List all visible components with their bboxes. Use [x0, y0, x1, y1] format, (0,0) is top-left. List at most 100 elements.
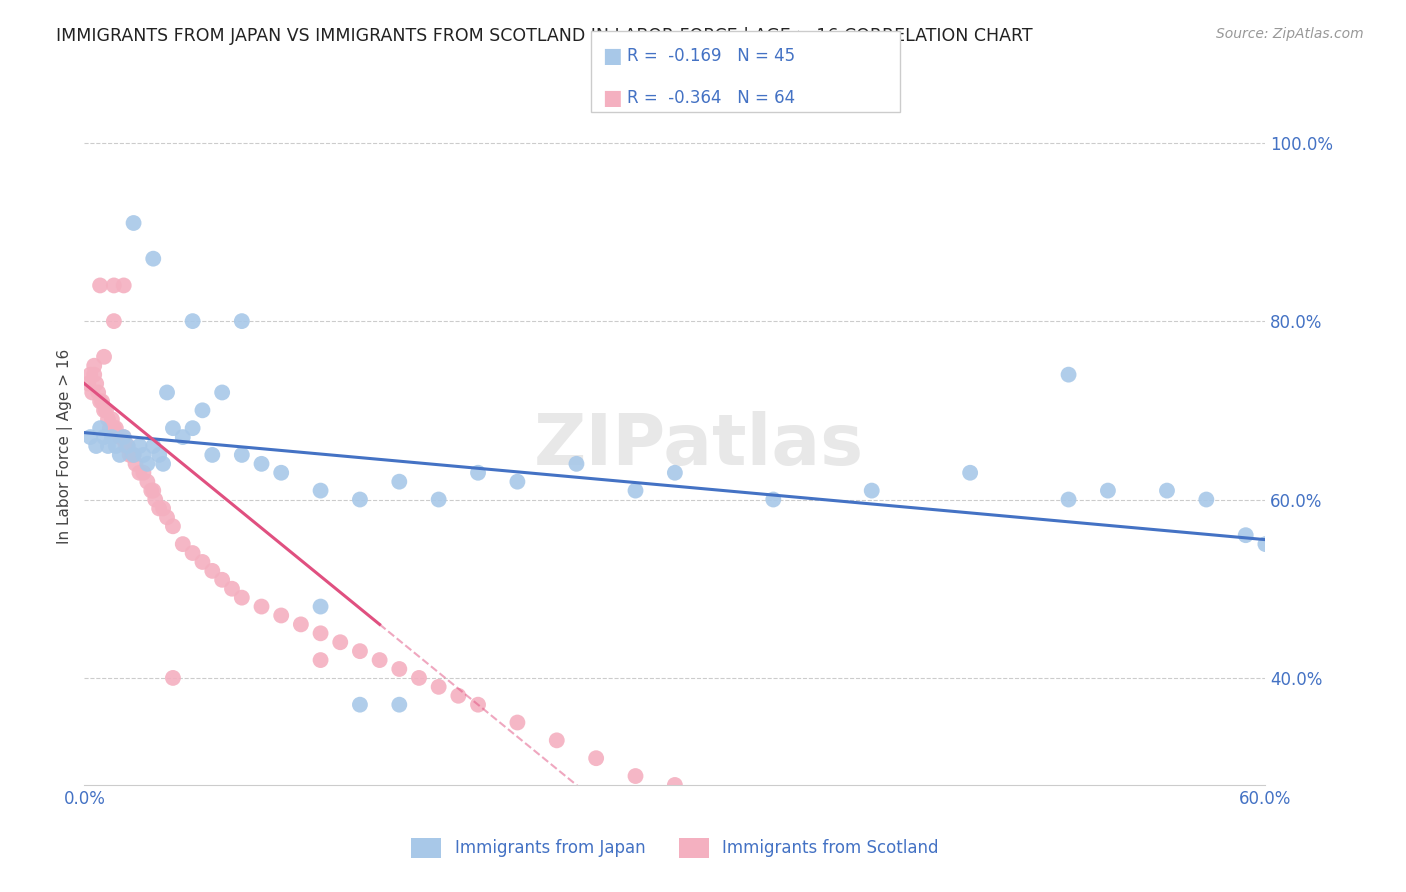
Point [162, 421, 184, 435]
Point [309, 483, 332, 498]
Point [181, 546, 204, 560]
Point [309, 599, 332, 614]
Point [93, 403, 115, 417]
Point [162, 519, 184, 533]
Text: ■: ■ [602, 46, 621, 66]
Point [959, 466, 981, 480]
Point [101, 430, 124, 444]
Point [79, 430, 101, 444]
Point [112, 430, 135, 444]
Point [191, 555, 214, 569]
Point [624, 769, 647, 783]
Point [89, 394, 111, 409]
Point [142, 483, 165, 498]
Point [97, 439, 120, 453]
Point [82, 385, 104, 400]
Point [408, 671, 430, 685]
Text: R =  -0.364   N = 64: R = -0.364 N = 64 [627, 89, 796, 107]
Point [148, 501, 170, 516]
Point [624, 483, 647, 498]
Point [329, 635, 352, 649]
Point [270, 608, 292, 623]
Point [565, 457, 588, 471]
Point [128, 439, 150, 453]
Point [112, 430, 135, 444]
Point [181, 314, 204, 328]
Point [103, 278, 125, 293]
Point [349, 492, 371, 507]
Point [77, 376, 100, 391]
Point [141, 483, 163, 498]
Point [309, 626, 332, 640]
Point [221, 582, 243, 596]
Point [101, 412, 124, 426]
Text: IMMIGRANTS FROM JAPAN VS IMMIGRANTS FROM SCOTLAND IN LABOR FORCE | AGE > 16 CORR: IMMIGRANTS FROM JAPAN VS IMMIGRANTS FROM… [56, 27, 1033, 45]
Point [1234, 528, 1257, 542]
Point [250, 457, 273, 471]
Point [79, 368, 101, 382]
Point [585, 751, 607, 765]
Text: Source: ZipAtlas.com: Source: ZipAtlas.com [1216, 27, 1364, 41]
Point [162, 671, 184, 685]
Point [132, 448, 155, 462]
Point [447, 689, 470, 703]
Point [546, 733, 568, 747]
Point [122, 448, 145, 462]
Point [136, 475, 159, 489]
Point [142, 252, 165, 266]
Point [152, 457, 174, 471]
Point [231, 591, 253, 605]
Point [156, 510, 179, 524]
Text: ■: ■ [602, 88, 621, 108]
Point [87, 385, 110, 400]
Text: R =  -0.169   N = 45: R = -0.169 N = 45 [627, 47, 796, 65]
Point [388, 698, 411, 712]
Point [143, 492, 166, 507]
Point [152, 501, 174, 516]
Point [111, 430, 134, 444]
Point [103, 314, 125, 328]
Point [117, 439, 139, 453]
Point [121, 448, 143, 462]
Point [231, 314, 253, 328]
Point [156, 385, 179, 400]
Point [172, 430, 194, 444]
Legend: Immigrants from Japan, Immigrants from Scotland: Immigrants from Japan, Immigrants from S… [405, 831, 945, 864]
Point [290, 617, 312, 632]
Point [1195, 492, 1218, 507]
Point [93, 430, 115, 444]
Point [83, 368, 105, 382]
Point [211, 573, 233, 587]
Point [427, 680, 450, 694]
Point [124, 457, 146, 471]
Point [506, 715, 529, 730]
Point [136, 457, 159, 471]
Point [132, 466, 155, 480]
Point [114, 439, 136, 453]
Point [104, 421, 127, 435]
Point [231, 448, 253, 462]
Point [1254, 537, 1277, 551]
Point [108, 448, 131, 462]
Point [148, 448, 170, 462]
Point [467, 698, 489, 712]
Point [117, 439, 139, 453]
Point [108, 430, 131, 444]
Point [98, 421, 121, 435]
Point [93, 350, 115, 364]
Point [1156, 483, 1178, 498]
Point [368, 653, 391, 667]
Point [122, 216, 145, 230]
Point [122, 448, 145, 462]
Point [388, 475, 411, 489]
Point [84, 376, 107, 391]
Point [762, 492, 785, 507]
Point [191, 403, 214, 417]
Point [664, 778, 686, 792]
Point [89, 278, 111, 293]
Point [181, 421, 204, 435]
Point [94, 403, 117, 417]
Point [860, 483, 883, 498]
Point [84, 439, 107, 453]
Point [211, 385, 233, 400]
